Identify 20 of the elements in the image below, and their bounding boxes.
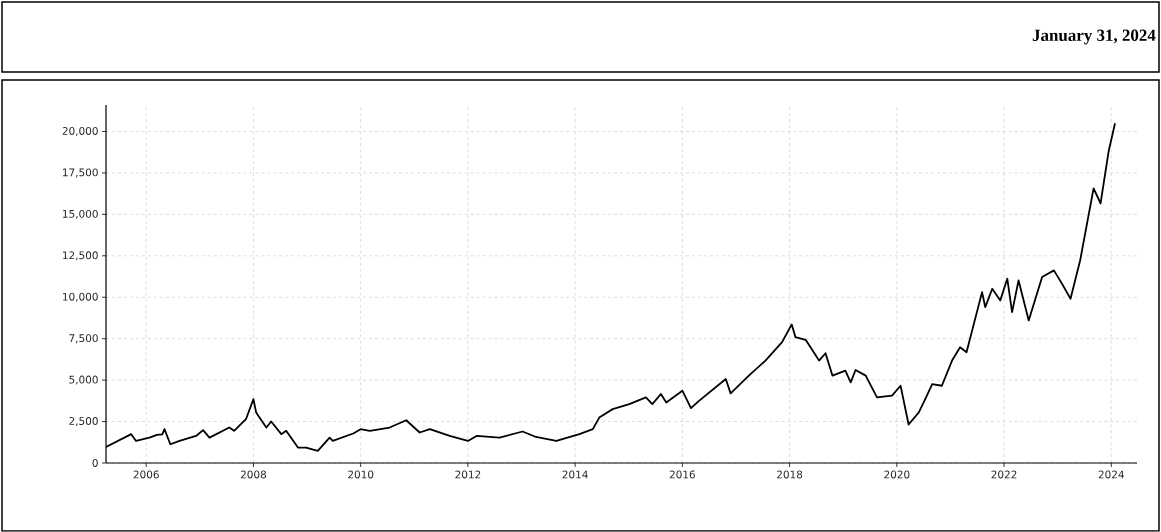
y-tick-label: 0: [92, 459, 98, 468]
x-tick-label: 2014: [562, 470, 588, 479]
x-tick-label: 2008: [240, 470, 267, 479]
x-tick-label: 2006: [133, 470, 159, 479]
y-tick-label: 15,000: [63, 210, 98, 219]
y-tick-label: 2,500: [69, 417, 98, 427]
y-tick-label: 20,000: [62, 127, 98, 137]
y-tick-label: 7,500: [69, 334, 98, 344]
x-tick-label: 2022: [991, 470, 1017, 479]
y-tick-label: 10,000: [63, 292, 98, 302]
y-tick-label: 5,000: [69, 375, 98, 385]
x-tick-label: 2012: [455, 470, 481, 479]
y-tick-label: 12,500: [63, 251, 98, 261]
x-tick-label: 2024: [1098, 470, 1124, 479]
x-tick-label: 2018: [777, 470, 803, 479]
x-tick-label: 2020: [884, 470, 910, 479]
x-tick-label: 2016: [669, 470, 695, 479]
chart-title: January 31, 2024: [1032, 29, 1156, 45]
x-tick-label: 2010: [348, 470, 374, 479]
y-tick-label: 17,500: [63, 168, 98, 178]
